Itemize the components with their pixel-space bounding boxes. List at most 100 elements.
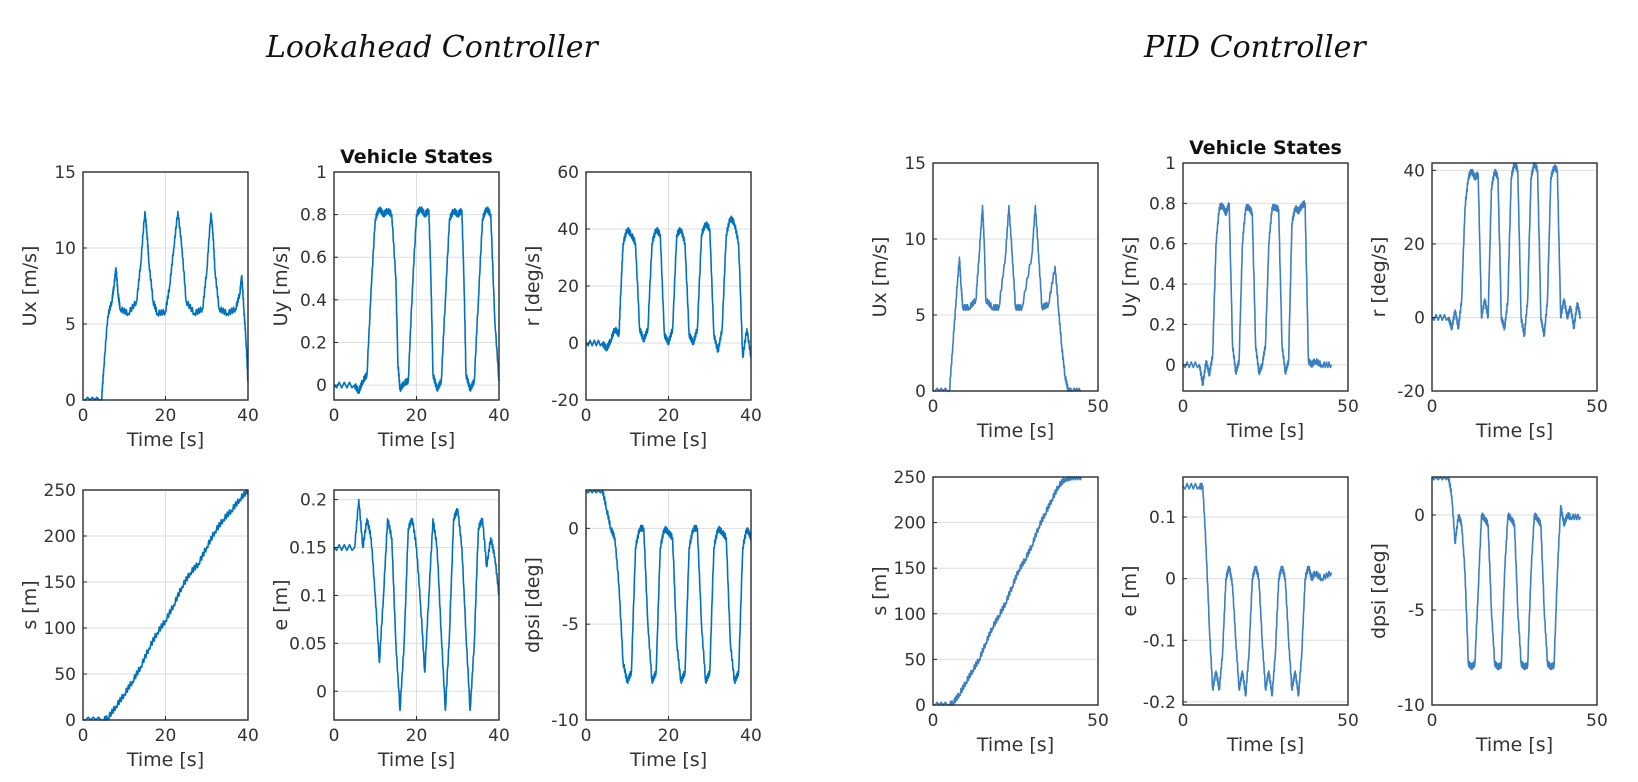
chart-10-ytick-label-0: 0 (915, 696, 926, 716)
chart-7-xlabel: Time [s] (976, 420, 1054, 442)
chart-8-xtick-label-1: 50 (1337, 397, 1359, 417)
chart-9-ytick-label-3: 40 (1403, 161, 1425, 181)
chart-5-ylabel: e [m] (270, 579, 292, 630)
chart-6-xtick-label-2: 40 (740, 726, 762, 746)
chart-8-axes-frame (1182, 162, 1349, 392)
chart-4-xtick-label-1: 20 (155, 726, 177, 746)
chart-7-ylabel: Ux [m/s] (869, 237, 891, 318)
chart-3-ytick-label-2: 20 (557, 277, 579, 297)
chart-9-ytick-label-1: 0 (1414, 308, 1425, 328)
chart-2-ytick-label-4: 0.8 (300, 206, 327, 226)
chart-1-xtick-label-2: 40 (237, 406, 259, 426)
chart-4-series-line (83, 489, 249, 721)
chart-11-ytick-label-3: 0.1 (1149, 508, 1176, 528)
chart-2-ytick-label-2: 0.4 (300, 291, 327, 311)
chart-9-xtick-label-1: 50 (1586, 397, 1608, 417)
chart-4-xlabel: Time [s] (126, 749, 204, 771)
chart-12-axes-frame (1431, 476, 1598, 706)
chart-6-ytick-label-1: -5 (562, 615, 579, 635)
chart-12-ytick-label-2: 0 (1414, 506, 1425, 526)
chart-3-ytick-label-0: -20 (551, 391, 579, 411)
chart-2-xlabel: Time [s] (377, 429, 455, 451)
chart-9-axes-border (1431, 162, 1598, 392)
chart-11-xtick-label-1: 50 (1337, 711, 1359, 731)
chart-10-ylabel: s [m] (869, 566, 891, 615)
chart-1-xtick-label-1: 20 (155, 406, 177, 426)
chart-10-xtick-label-1: 50 (1087, 711, 1109, 731)
chart-5-ytick-label-2: 0.1 (300, 586, 327, 606)
chart-8: 0 50 0 0.2 0.4 0.6 0.8 1 Time [s] Uy [m/s] Vehicle… (1119, 137, 1359, 442)
chart-10: 0 50 0 50 100 150 200 250 Time [s] s [m] (869, 468, 1109, 756)
chart-12: 0 50 -10 -5 0 Time [s] dpsi [deg] (1368, 476, 1608, 756)
chart-7-series-line (933, 204, 1082, 392)
chart-9-xlabel: Time [s] (1475, 420, 1553, 442)
chart-2-ytick-label-3: 0.6 (300, 248, 327, 268)
chart-6-xtick-label-0: 0 (581, 726, 592, 746)
chart-3-ytick-label-1: 0 (568, 334, 579, 354)
chart-6-ytick-label-0: -10 (551, 711, 579, 731)
chart-7-ytick-label-0: 0 (915, 382, 926, 402)
chart-12-xtick-label-0: 0 (1427, 711, 1438, 731)
chart-4-xtick-label-2: 40 (237, 726, 259, 746)
chart-12-ytick-label-1: -5 (1408, 601, 1425, 621)
chart-1-series-line (83, 210, 249, 401)
chart-4-ylabel: s [m] (19, 580, 41, 629)
chart-6-series-line (585, 489, 752, 685)
chart-8-ylabel: Uy [m/s] (1119, 237, 1141, 318)
chart-10-xlabel: Time [s] (976, 734, 1054, 756)
chart-11-xlabel: Time [s] (1226, 734, 1304, 756)
chart-5-xtick-label-2: 40 (488, 726, 510, 746)
chart-10-ytick-label-5: 250 (894, 468, 926, 488)
chart-4-ytick-label-2: 100 (44, 619, 76, 639)
chart-1-ytick-label-2: 10 (54, 239, 76, 259)
chart-7-ytick-label-1: 5 (915, 306, 926, 326)
chart-11-xtick-label-0: 0 (1178, 711, 1189, 731)
chart-7-xtick-label-1: 50 (1087, 397, 1109, 417)
chart-12-axes-border (1431, 476, 1598, 706)
chart-2-series-line (333, 206, 500, 395)
chart-4-ytick-label-0: 0 (65, 711, 76, 731)
chart-2-ytick-label-5: 1 (316, 163, 327, 183)
chart-3-xtick-label-2: 40 (740, 406, 762, 426)
chart-10-ytick-label-1: 50 (904, 650, 926, 670)
chart-8-title: Vehicle States (1189, 137, 1342, 159)
chart-11-ytick-label-1: -0.1 (1143, 631, 1176, 651)
chart-4-ytick-label-3: 150 (44, 573, 76, 593)
chart-7: 0 50 0 5 10 15 Time [s] Ux [m/s] (869, 154, 1109, 442)
chart-1-xlabel: Time [s] (126, 429, 204, 451)
chart-6-ytick-label-2: 0 (568, 519, 579, 539)
chart-4-ytick-label-1: 50 (54, 665, 76, 685)
chart-12-series-line (1431, 476, 1582, 671)
chart-4: 0 20 40 0 50 100 150 200 250 Time [s] s [m] (19, 481, 259, 771)
chart-7-axes-border (932, 162, 1099, 392)
chart-11-ytick-label-0: -0.2 (1143, 693, 1176, 713)
chart-3-xtick-label-0: 0 (581, 406, 592, 426)
chart-3-series-line (585, 215, 752, 359)
chart-9-ylabel: r [deg/s] (1368, 237, 1390, 318)
chart-10-axes-border (932, 476, 1099, 706)
chart-9-ytick-label-0: -20 (1397, 382, 1425, 402)
chart-2-ytick-label-0: 0 (316, 376, 327, 396)
chart-2-ylabel: Uy [m/s] (270, 246, 292, 327)
chart-2: 0 20 40 0 0.2 0.4 0.6 0.8 1 Time [s] Uy [m/s] Vehic… (270, 146, 510, 451)
chart-1-ytick-label-1: 5 (65, 315, 76, 335)
chart-4-xtick-label-0: 0 (78, 726, 89, 746)
chart-12-xtick-label-1: 50 (1586, 711, 1608, 731)
chart-4-ytick-label-5: 250 (44, 481, 76, 501)
chart-6-xlabel: Time [s] (629, 749, 707, 771)
chart-10-ytick-label-2: 100 (894, 605, 926, 625)
chart-7-ytick-label-2: 10 (904, 230, 926, 250)
chart-7-xtick-label-0: 0 (928, 397, 939, 417)
chart-10-axes-frame (932, 476, 1099, 706)
chart-5-ytick-label-0: 0 (316, 682, 327, 702)
chart-5-xlabel: Time [s] (377, 749, 455, 771)
chart-11-series-line (1182, 482, 1333, 697)
chart-6: 0 20 40 -10 -5 0 Time [s] dpsi [deg] (522, 489, 762, 771)
chart-2-ytick-label-1: 0.2 (300, 333, 327, 353)
chart-11-ylabel: e [m] (1119, 565, 1141, 616)
chart-5-ytick-label-4: 0.2 (300, 491, 327, 511)
chart-3-xlabel: Time [s] (629, 429, 707, 451)
chart-12-ytick-label-0: -10 (1397, 696, 1425, 716)
